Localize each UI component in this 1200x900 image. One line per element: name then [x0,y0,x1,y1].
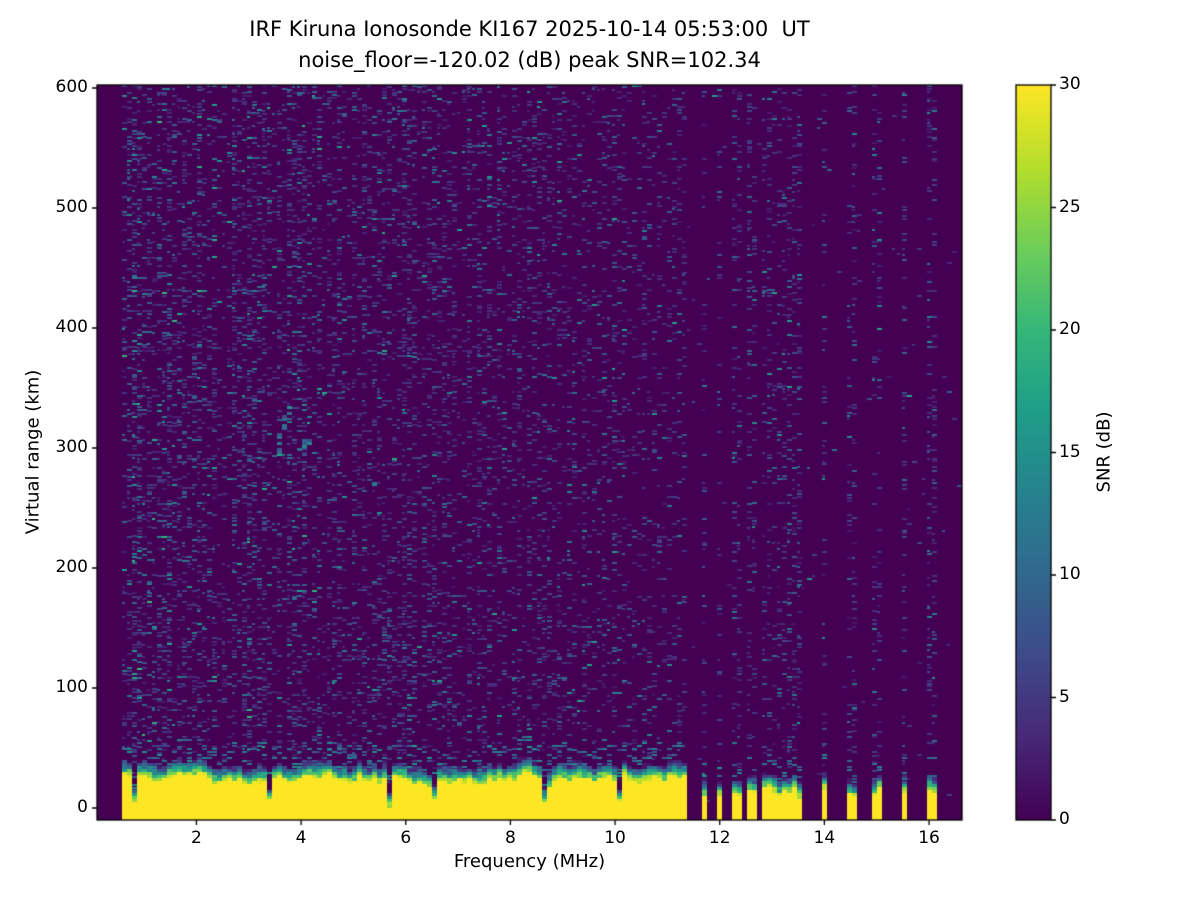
colorbar-tick-label: 0 [1059,809,1070,829]
colorbar-tick-label: 5 [1059,686,1070,707]
colorbar-tick-label: 10 [1059,564,1081,584]
y-tick-label: 600 [55,77,88,97]
y-tick-label: 300 [55,437,88,457]
x-tick-label: 14 [813,828,836,848]
y-tick-label: 100 [55,677,88,697]
y-tick-label: 200 [55,557,88,577]
colorbar-tick-label: 25 [1059,196,1081,217]
y-tick-label: 400 [55,317,88,337]
x-tick-label: 2 [191,828,202,848]
x-axis-label: Frequency (MHz) [453,851,606,872]
y-tick-label: 500 [55,197,88,217]
x-tick-label: 16 [918,828,940,848]
x-tick-label: 6 [400,828,412,848]
colorbar-tick-label: 30 [1059,74,1081,94]
colorbar-tick-label: 20 [1059,319,1081,339]
x-tick-label: 10 [604,828,626,848]
y-tick-label: 0 [77,797,88,817]
title-line-1: IRF Kiruna Ionosonde KI167 2025-10-14 05… [249,17,810,41]
x-tick-label: 8 [504,828,516,848]
colorbar-tick-label: 15 [1059,441,1081,462]
colorbar-label: SNR (dB) [1093,411,1115,493]
figure-title: IRF Kiruna Ionosonde KI167 2025-10-14 05… [97,14,962,76]
title-line-2: noise_floor=-120.02 (dB) peak SNR=102.34 [298,48,761,72]
x-tick-label: 4 [295,828,307,848]
x-tick-label: 12 [708,828,731,848]
